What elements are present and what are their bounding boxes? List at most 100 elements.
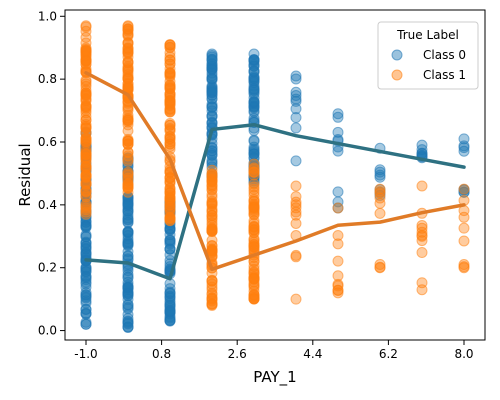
scatter-point-class-1 bbox=[122, 62, 134, 74]
scatter-point-class-0 bbox=[80, 271, 92, 283]
scatter-point-class-1 bbox=[206, 224, 218, 236]
scatter-point-class-0 bbox=[122, 226, 134, 238]
scatter-point-class-0 bbox=[248, 148, 260, 160]
scatter-point-class-1 bbox=[416, 180, 428, 192]
scatter-point-class-0 bbox=[248, 54, 260, 66]
scatter-point-class-1 bbox=[290, 199, 302, 211]
scatter-point-class-0 bbox=[248, 96, 260, 108]
scatter-point-class-0 bbox=[248, 105, 260, 117]
scatter-point-class-1 bbox=[290, 180, 302, 192]
scatter-point-class-1 bbox=[80, 185, 92, 197]
scatter-point-class-1 bbox=[206, 293, 218, 305]
scatter-points bbox=[80, 20, 470, 333]
scatter-point-class-1 bbox=[374, 187, 386, 199]
scatter-point-class-1 bbox=[374, 197, 386, 209]
scatter-point-class-1 bbox=[248, 163, 260, 175]
scatter-point-class-1 bbox=[416, 222, 428, 234]
scatter-point-class-0 bbox=[80, 308, 92, 320]
scatter-point-class-0 bbox=[122, 290, 134, 302]
scatter-point-class-1 bbox=[122, 168, 134, 180]
scatter-point-class-0 bbox=[332, 196, 344, 208]
trend-lines bbox=[84, 71, 466, 281]
scatter-point-class-0 bbox=[290, 155, 302, 167]
scatter-point-class-0 bbox=[122, 287, 134, 299]
scatter-point-class-1 bbox=[458, 259, 470, 271]
scatter-point-class-1 bbox=[80, 157, 92, 169]
scatter-point-class-0 bbox=[80, 231, 92, 243]
legend-box bbox=[377, 21, 479, 90]
scatter-point-class-1 bbox=[164, 67, 176, 79]
legend-label-class-0: Class 0 bbox=[423, 48, 466, 62]
scatter-point-class-0 bbox=[80, 243, 92, 255]
scatter-point-class-1 bbox=[80, 204, 92, 216]
scatter-point-class-0 bbox=[80, 292, 92, 304]
scatter-point-class-1 bbox=[290, 293, 302, 305]
scatter-point-class-1 bbox=[248, 181, 260, 193]
scatter-point-class-0 bbox=[332, 186, 344, 198]
scatter-point-class-0 bbox=[206, 149, 218, 161]
scatter-point-class-1 bbox=[164, 214, 176, 226]
scatter-point-class-1 bbox=[122, 46, 134, 58]
scatter-point-class-1 bbox=[164, 194, 176, 206]
scatter-point-class-1 bbox=[164, 89, 176, 101]
scatter-point-class-1 bbox=[122, 139, 134, 151]
scatter-point-class-1 bbox=[332, 229, 344, 241]
scatter-point-class-1 bbox=[374, 183, 386, 195]
scatter-point-class-0 bbox=[332, 108, 344, 120]
scatter-point-class-0 bbox=[122, 246, 134, 258]
scatter-point-class-1 bbox=[332, 270, 344, 282]
scatter-point-class-1 bbox=[416, 247, 428, 259]
scatter-point-class-1 bbox=[416, 230, 428, 242]
y-tick-label: 1.0 bbox=[38, 9, 57, 23]
scatter-point-class-0 bbox=[290, 70, 302, 82]
trend-line-class-0 bbox=[84, 122, 466, 281]
y-tick-label: 0.8 bbox=[38, 72, 57, 86]
scatter-point-class-1 bbox=[164, 171, 176, 183]
scatter-point-class-1 bbox=[248, 276, 260, 288]
scatter-point-class-1 bbox=[248, 268, 260, 280]
scatter-point-class-1 bbox=[248, 290, 260, 302]
scatter-point-class-1 bbox=[290, 209, 302, 221]
scatter-point-class-0 bbox=[164, 235, 176, 247]
scatter-point-class-1 bbox=[122, 29, 134, 41]
scatter-point-class-0 bbox=[164, 304, 176, 316]
scatter-point-class-1 bbox=[80, 122, 92, 134]
scatter-point-class-1 bbox=[122, 109, 134, 121]
x-axis-label: PAY_1 bbox=[253, 368, 296, 387]
scatter-point-class-0 bbox=[122, 235, 134, 247]
scatter-point-class-0 bbox=[332, 145, 344, 157]
scatter-point-class-1 bbox=[248, 256, 260, 268]
scatter-point-class-0 bbox=[122, 230, 134, 241]
scatter-point-class-0 bbox=[332, 111, 344, 123]
scatter-point-class-1 bbox=[80, 31, 92, 43]
scatter-point-class-0 bbox=[458, 145, 470, 157]
scatter-point-class-1 bbox=[248, 217, 260, 229]
y-axis: 0.0 0.2 0.4 0.6 0.8 1.0 bbox=[38, 9, 65, 338]
scatter-point-class-0 bbox=[206, 72, 218, 84]
scatter-point-class-1 bbox=[206, 168, 218, 180]
legend: True Label Class 0 Class 1 bbox=[377, 21, 479, 90]
scatter-point-class-0 bbox=[164, 224, 176, 236]
scatter-point-class-1 bbox=[164, 39, 176, 51]
scatter-point-class-1 bbox=[290, 191, 302, 203]
scatter-point-class-1 bbox=[332, 284, 344, 296]
scatter-point-class-1 bbox=[248, 166, 260, 178]
y-tick-label: 0.2 bbox=[38, 261, 57, 275]
scatter-point-class-1 bbox=[206, 189, 218, 201]
scatter-point-class-1 bbox=[206, 278, 218, 290]
scatter-point-class-1 bbox=[332, 238, 344, 250]
legend-title: True Label bbox=[396, 28, 459, 42]
scatter-point-class-1 bbox=[248, 178, 260, 190]
scatter-point-class-0 bbox=[164, 238, 176, 250]
scatter-point-class-1 bbox=[248, 241, 260, 253]
scatter-point-class-1 bbox=[80, 126, 92, 138]
scatter-point-class-1 bbox=[248, 280, 260, 292]
scatter-point-class-0 bbox=[248, 84, 260, 96]
scatter-point-class-1 bbox=[374, 207, 386, 219]
scatter-point-class-0 bbox=[290, 73, 302, 85]
scatter-point-class-1 bbox=[80, 25, 92, 37]
trend-line-class-1 bbox=[84, 71, 466, 272]
scatter-point-class-1 bbox=[458, 222, 470, 234]
scatter-point-class-0 bbox=[290, 103, 302, 115]
scatter-point-class-1 bbox=[80, 76, 92, 88]
